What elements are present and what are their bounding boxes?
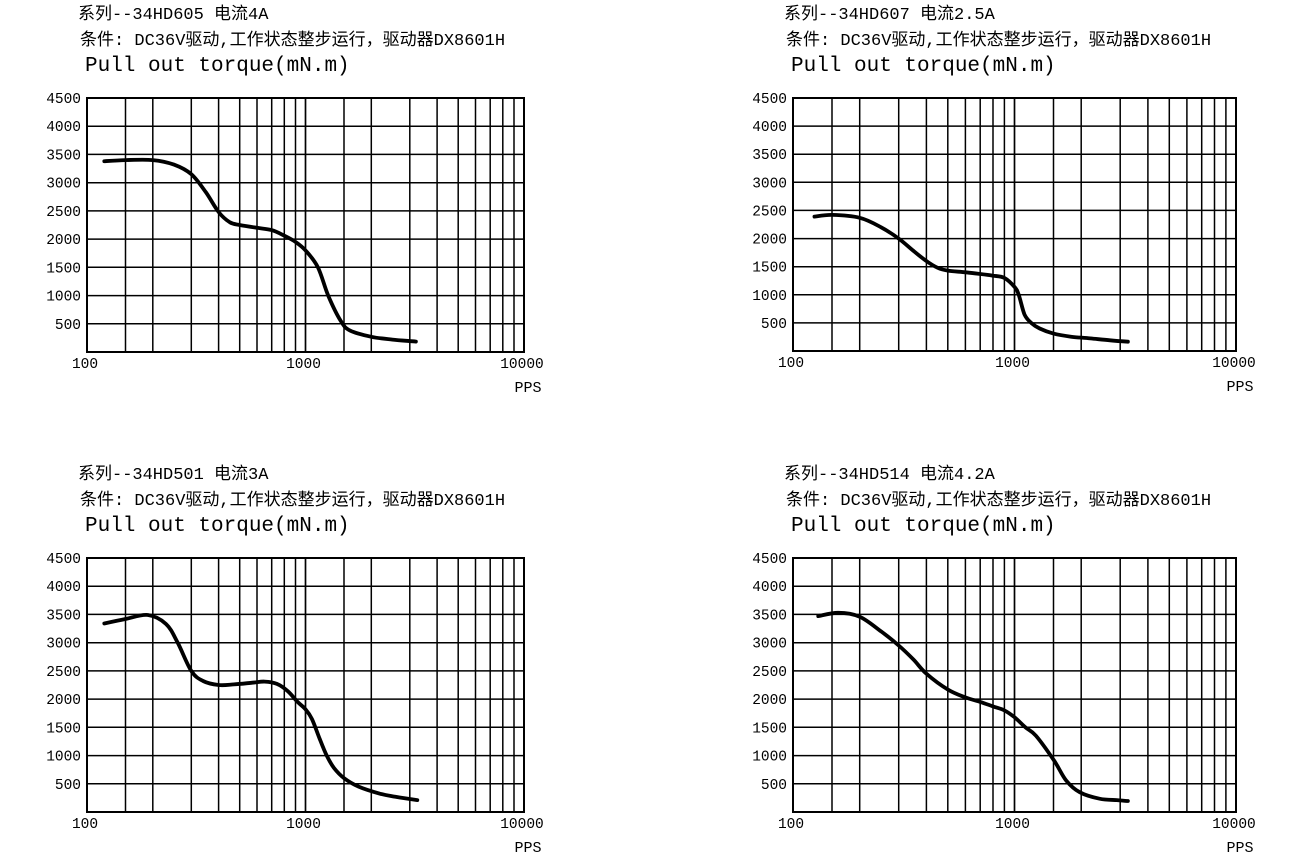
x-tick-label: 1000 bbox=[995, 356, 1030, 372]
x-tick-label: 10000 bbox=[500, 817, 544, 833]
x-axis-unit-label: PPS bbox=[1226, 379, 1253, 396]
y-tick-label: 2500 bbox=[46, 205, 81, 221]
y-tick-label: 1000 bbox=[46, 750, 81, 766]
chart-3-plot: 500 1000 1500 2000 2500 3000 3500 4000 4500 100 10… bbox=[46, 552, 544, 856]
y-tick-label: 500 bbox=[55, 778, 81, 794]
chart-3: 系列--34HD501 电流3A 条件: DC36V驱动,工作状态整步运行，驱动… bbox=[0, 460, 594, 856]
y-tick-label: 4000 bbox=[752, 120, 787, 136]
chart-4-plot: 500 1000 1500 2000 2500 3000 3500 4000 4500 100 10… bbox=[752, 552, 1256, 856]
chart-2-plot: 500 1000 1500 2000 2500 3000 3500 4000 4500 100 10… bbox=[752, 92, 1256, 396]
y-tick-label: 500 bbox=[55, 318, 81, 334]
x-tick-label: 100 bbox=[778, 817, 804, 833]
chart-1-series-title: 系列--34HD605 电流4A bbox=[78, 6, 269, 25]
chart-4: 系列--34HD514 电流4.2A 条件: DC36V驱动,工作状态整步运行，… bbox=[706, 460, 1300, 856]
plot-border bbox=[86, 557, 525, 813]
y-tick-label: 2500 bbox=[752, 204, 787, 220]
y-tick-label: 4000 bbox=[46, 580, 81, 596]
y-tick-label: 1000 bbox=[46, 290, 81, 306]
y-tick-label: 4000 bbox=[752, 580, 787, 596]
x-tick-label: 100 bbox=[72, 817, 98, 833]
plot-border bbox=[86, 97, 525, 353]
y-tick-label: 4500 bbox=[46, 552, 81, 568]
y-tick-label: 3000 bbox=[46, 637, 81, 653]
chart-3-axis-title: Pull out torque(mN.m) bbox=[85, 515, 350, 538]
x-tick-label: 1000 bbox=[286, 817, 321, 833]
chart-4-axis-title: Pull out torque(mN.m) bbox=[791, 515, 1056, 538]
y-tick-label: 1500 bbox=[752, 261, 787, 277]
y-tick-label: 2500 bbox=[46, 665, 81, 681]
x-tick-label: 100 bbox=[72, 357, 98, 373]
x-tick-label: 1000 bbox=[995, 817, 1030, 833]
y-tick-label: 4500 bbox=[752, 92, 787, 108]
x-tick-label: 100 bbox=[778, 356, 804, 372]
x-tick-label: 10000 bbox=[1212, 817, 1256, 833]
chart-3-condition: 条件: DC36V驱动,工作状态整步运行，驱动器DX8601H bbox=[80, 492, 506, 511]
y-tick-label: 1000 bbox=[752, 289, 787, 305]
y-tick-label: 3500 bbox=[46, 608, 81, 624]
chart-1-plot: 500 1000 1500 2000 2500 3000 3500 4000 4500 100 10… bbox=[46, 92, 544, 397]
y-tick-label: 4500 bbox=[752, 552, 787, 568]
chart-4-condition: 条件: DC36V驱动,工作状态整步运行，驱动器DX8601H bbox=[786, 492, 1212, 511]
x-tick-label: 10000 bbox=[500, 357, 544, 373]
y-tick-label: 2000 bbox=[46, 233, 81, 249]
y-tick-label: 500 bbox=[761, 778, 787, 794]
y-tick-label: 3500 bbox=[46, 148, 81, 164]
plot-border bbox=[792, 97, 1237, 352]
y-tick-label: 1500 bbox=[752, 721, 787, 737]
y-tick-label: 1500 bbox=[46, 261, 81, 277]
chart-1-condition: 条件: DC36V驱动,工作状态整步运行，驱动器DX8601H bbox=[80, 32, 506, 51]
y-tick-label: 500 bbox=[761, 317, 787, 333]
plot-border bbox=[792, 557, 1237, 813]
y-tick-label: 3500 bbox=[752, 608, 787, 624]
chart-2: 系列--34HD607 电流2.5A 条件: DC36V驱动,工作状态整步运行，… bbox=[706, 0, 1300, 428]
y-tick-label: 4500 bbox=[46, 92, 81, 108]
torque-curve bbox=[816, 610, 1130, 803]
x-tick-label: 1000 bbox=[286, 357, 321, 373]
y-tick-label: 3500 bbox=[752, 148, 787, 164]
y-tick-label: 1000 bbox=[752, 750, 787, 766]
torque-curve bbox=[102, 157, 418, 344]
chart-2-series-title: 系列--34HD607 电流2.5A bbox=[784, 6, 995, 25]
x-axis-unit-label: PPS bbox=[514, 380, 541, 397]
y-tick-label: 4000 bbox=[46, 120, 81, 136]
chart-2-axis-title: Pull out torque(mN.m) bbox=[791, 55, 1056, 78]
y-tick-label: 2500 bbox=[752, 665, 787, 681]
x-axis-unit-label: PPS bbox=[514, 840, 541, 856]
chart-1: 系列--34HD605 电流4A 条件: DC36V驱动,工作状态整步运行，驱动… bbox=[0, 0, 594, 428]
torque-curve bbox=[102, 612, 420, 802]
y-tick-label: 2000 bbox=[752, 233, 787, 249]
chart-4-series-title: 系列--34HD514 电流4.2A bbox=[784, 466, 995, 485]
x-axis-unit-label: PPS bbox=[1226, 840, 1253, 856]
y-tick-label: 2000 bbox=[46, 693, 81, 709]
y-tick-label: 3000 bbox=[752, 176, 787, 192]
chart-2-condition: 条件: DC36V驱动,工作状态整步运行，驱动器DX8601H bbox=[786, 32, 1212, 51]
chart-1-axis-title: Pull out torque(mN.m) bbox=[85, 55, 350, 78]
y-tick-label: 3000 bbox=[46, 177, 81, 193]
x-tick-label: 10000 bbox=[1212, 356, 1256, 372]
y-tick-label: 2000 bbox=[752, 693, 787, 709]
chart-3-series-title: 系列--34HD501 电流3A bbox=[78, 466, 269, 485]
y-tick-label: 3000 bbox=[752, 637, 787, 653]
y-tick-label: 1500 bbox=[46, 721, 81, 737]
torque-curve bbox=[812, 212, 1130, 344]
